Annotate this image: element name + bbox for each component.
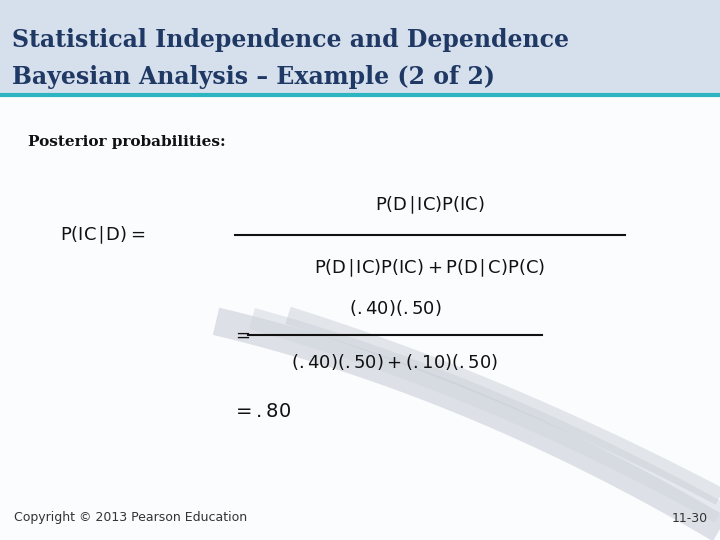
Bar [0,0,720,95]
Text: $\mathrm{=}$: $\mathrm{=}$ [232,326,251,344]
Text: $\mathrm{(.40)(.50)}$: $\mathrm{(.40)(.50)}$ [348,298,441,318]
Text: $\mathrm{=.80}$: $\mathrm{=.80}$ [232,403,292,421]
Polygon shape [285,307,720,505]
Polygon shape [249,308,720,523]
Text: Bayesian Analysis – Example (2 of 2): Bayesian Analysis – Example (2 of 2) [12,65,495,89]
Text: Copyright © 2013 Pearson Education: Copyright © 2013 Pearson Education [14,511,247,524]
Text: $\mathrm{P(IC\!\mid\! D) =}$: $\mathrm{P(IC\!\mid\! D) =}$ [60,224,145,246]
Text: Statistical Independence and Dependence: Statistical Independence and Dependence [12,28,569,52]
Text: 11-30: 11-30 [672,511,708,524]
Text: Posterior probabilities:: Posterior probabilities: [28,135,225,149]
Bar [0,95,720,540]
Text: $\mathrm{P(D\!\mid\! IC)P(IC)}$: $\mathrm{P(D\!\mid\! IC)P(IC)}$ [375,194,485,215]
Text: $\mathrm{(.40)(.50)+(.10)(.50)}$: $\mathrm{(.40)(.50)+(.10)(.50)}$ [292,352,499,372]
Text: $\mathrm{P(D\!\mid\! IC)P(IC)+P(D\!\mid\! C)P(C)}$: $\mathrm{P(D\!\mid\! IC)P(IC)+P(D\!\mid\… [315,257,546,279]
Polygon shape [213,308,720,540]
